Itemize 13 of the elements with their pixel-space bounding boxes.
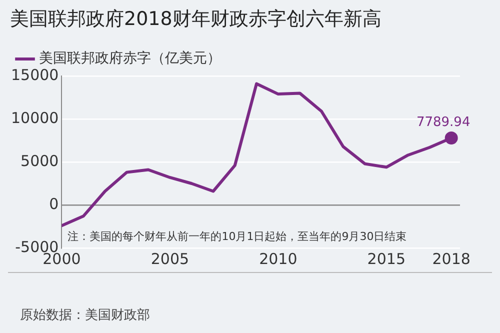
x-tick-label: 2010	[259, 250, 298, 268]
annotation: 注：美国的每个财年从前一年的10月1日起始，至当年的9月30日结束	[68, 230, 407, 243]
y-tick-label: 5000	[20, 152, 59, 170]
y-tick-label: 15000	[11, 66, 59, 84]
y-tick-label: 10000	[11, 108, 59, 127]
legend-label: 美国联邦政府赤字（亿美元）	[39, 50, 221, 67]
data-label: 7789.94	[416, 114, 470, 130]
chart-title: 美国联邦政府2018财年财政赤字创六年新高	[10, 7, 382, 32]
x-tick-label: 2015	[367, 250, 406, 268]
text: 原始数据：美国财政部	[20, 307, 150, 324]
y-tick-label: 0	[49, 194, 59, 213]
x-tick-label: 2018	[432, 250, 470, 268]
x-tick-label: 2005	[150, 250, 190, 268]
